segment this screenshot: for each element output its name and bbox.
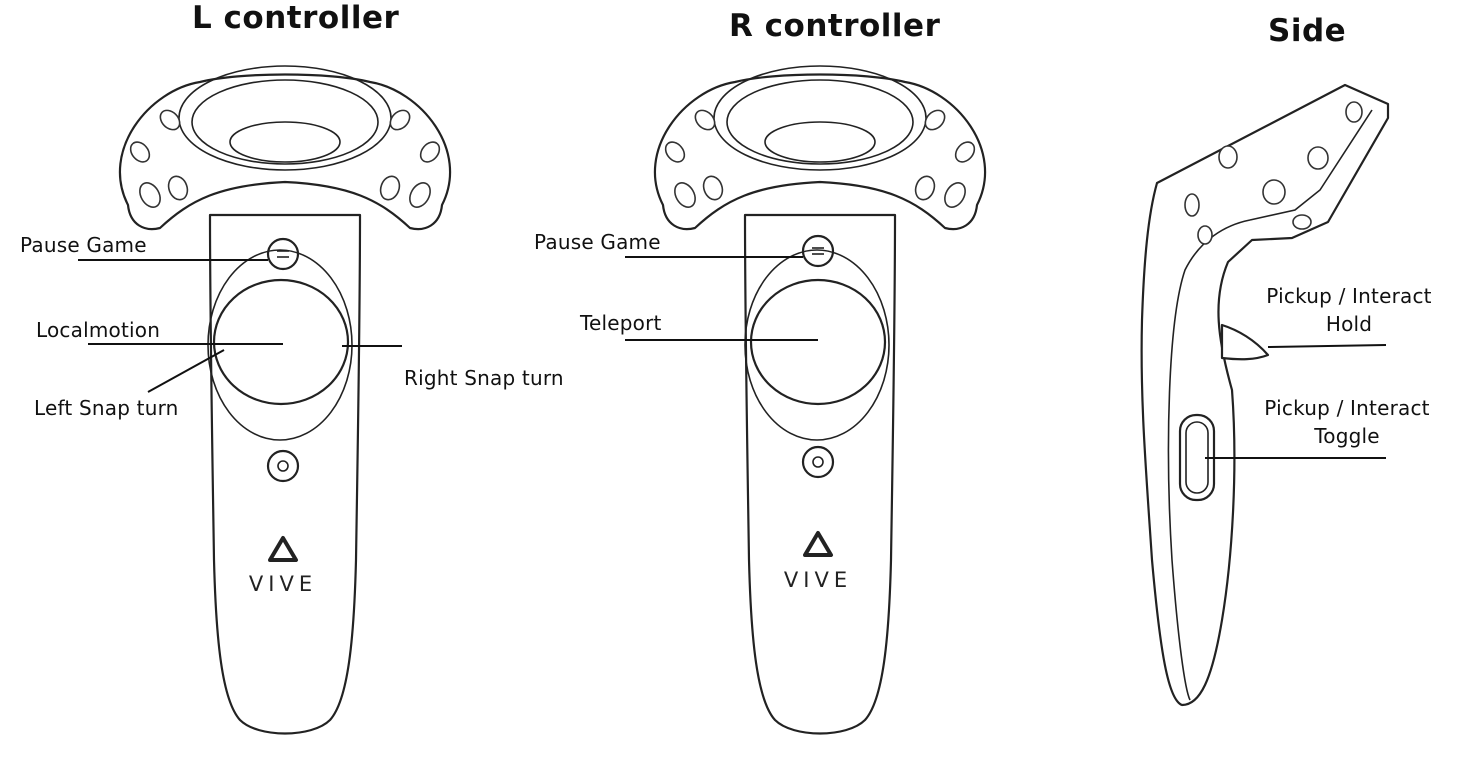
pickup-toggle-label: Pickup / Interact Toggle xyxy=(1252,396,1442,448)
right-snap-turn-label: Right Snap turn xyxy=(404,366,564,390)
side-controller-drawing xyxy=(1140,83,1390,707)
left-brand-text: VIVE xyxy=(249,572,317,596)
pickup-hold-line2: Hold xyxy=(1325,312,1373,336)
pickup-hold-label: Pickup / Interact Hold xyxy=(1255,284,1443,336)
right-pause-label: Pause Game xyxy=(534,230,661,254)
teleport-label: Teleport xyxy=(580,311,662,335)
left-localmotion-label: Localmotion xyxy=(36,318,161,342)
right-brand-text: VIVE xyxy=(784,568,852,592)
left-snap-turn-label: Left Snap turn xyxy=(34,396,179,420)
right-controller-title: R controller xyxy=(729,8,941,44)
side-view-title: Side xyxy=(1268,13,1347,49)
pickup-hold-line1: Pickup / Interact xyxy=(1266,284,1432,308)
pickup-toggle-line2: Toggle xyxy=(1314,424,1380,448)
left-pause-label: Pause Game xyxy=(20,233,147,257)
right-controller-drawing xyxy=(653,65,987,735)
callout-lines xyxy=(78,256,1387,459)
pickup-toggle-line1: Pickup / Interact xyxy=(1264,396,1430,420)
left-controller-title: L controller xyxy=(192,0,400,36)
